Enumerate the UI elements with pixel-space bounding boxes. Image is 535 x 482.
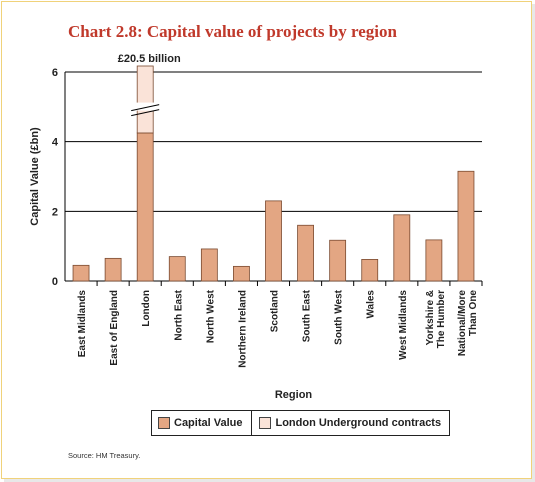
y-axis-label: Capital Value (£bn) [29,127,41,226]
x-tick-label-line: North West [205,289,216,343]
bar-capital-value [297,224,314,282]
bar-capital-value [265,200,282,282]
x-tick-label: National/MoreThan One [457,290,479,357]
x-tick-label: North West [205,289,216,343]
chart-title: Chart 2.8: Capital value of projects by … [68,22,397,41]
x-tick-label-line: National/More [457,290,468,357]
y-tick-label: 2 [52,206,58,218]
x-tick-label-line: Wales [366,290,377,319]
bar-capital-value [200,248,218,282]
bar-capital-value [233,265,250,282]
x-tick-label: Scotland [270,290,281,332]
x-tick-label-line: The Humber [436,290,447,348]
x-tick-label: West Midlands [398,290,409,360]
bar-capital-value [457,170,475,282]
source-note: Source: HM Treasury. [68,451,141,460]
x-tick-label-line: Northern Ireland [237,290,248,368]
bar-capital-value [72,264,90,282]
axis-break-gap [133,102,158,111]
axis-break-line [131,109,160,117]
x-tick-label-line: East Midlands [77,290,88,358]
bar-capital-value [136,132,154,282]
x-tick-label: South East [302,289,313,342]
x-tick-label-line: North East [173,289,184,340]
x-tick-label: London [141,290,152,327]
bar-capital-value [393,214,411,282]
x-tick-label-line: Scotland [270,290,281,332]
y-tick-label: 4 [52,137,59,149]
x-tick-label-line: South East [302,289,313,342]
legend-swatch-capital [158,417,170,429]
x-tick-label-line: Yorkshire & [425,290,436,345]
x-tick-label-line: East of England [109,290,120,366]
legend-label-underground: London Underground contracts [275,417,442,429]
legend-separator [251,411,253,435]
bar-capital-value [104,257,122,282]
x-tick-label-line: South West [334,289,345,344]
x-tick-label: East Midlands [77,290,88,358]
x-tick-label-line: London [141,290,152,327]
x-tick-label-line: West Midlands [398,290,409,360]
x-tick-label: South West [334,289,345,344]
x-tick-label: Northern Ireland [237,290,248,368]
legend-swatch-underground [259,417,272,429]
y-tick-label: 0 [52,276,58,288]
bar-capital-value [168,256,186,282]
x-tick-label: North East [173,289,184,340]
x-tick-label: Wales [366,290,377,319]
legend-label-capital: Capital Value [174,417,243,429]
bar-capital-value [361,259,379,282]
bar-annotation: £20.5 billion [118,53,181,65]
y-tick-label: 6 [52,67,58,79]
bar-underground-contracts [136,65,154,134]
x-tick-label: Yorkshire &The Humber [425,290,447,348]
bar-capital-value [425,239,443,282]
x-axis-label: Region [275,389,313,401]
axis-break-line [131,104,160,112]
x-tick-label-line: Than One [468,290,479,337]
x-tick-label: East of England [109,290,120,366]
bar-capital-value [329,239,347,282]
legend: Capital Value London Underground contrac… [151,410,451,436]
